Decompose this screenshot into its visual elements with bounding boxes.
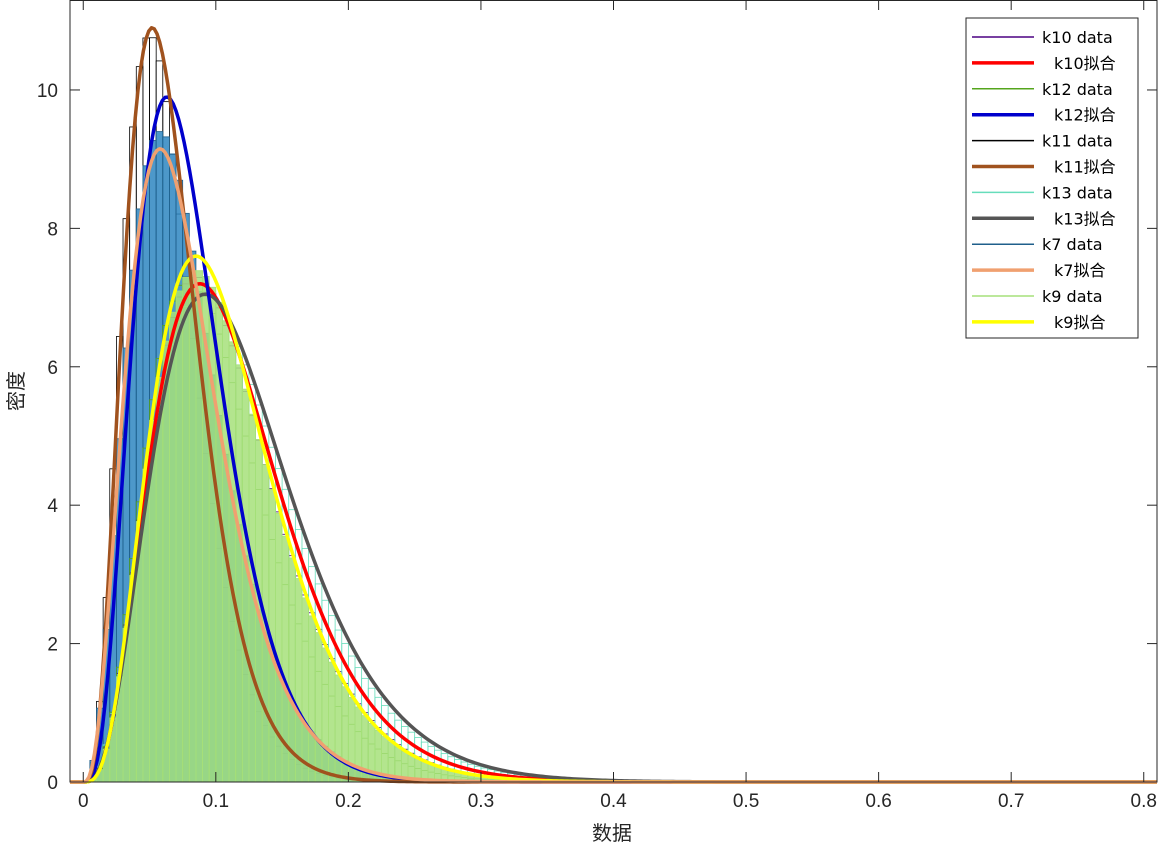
x-tick-label: 0.5 <box>733 791 759 812</box>
hist-bar <box>175 290 184 783</box>
hist-bar <box>341 686 349 783</box>
legend-box <box>965 17 1139 339</box>
y-tick-label: 6 <box>47 358 58 379</box>
legend-label: k10拟合 <box>1054 54 1116 73</box>
y-tick-label: 10 <box>37 81 58 102</box>
hist-bar <box>228 341 237 783</box>
legend-label: k7拟合 <box>1054 261 1105 280</box>
legend-entry: k13拟合 <box>972 209 1116 228</box>
axes: 0 0.1 0.2 0.3 0.4 0.5 0.6 0.7 0.8 0 2 4 6 8 10 <box>37 0 1157 812</box>
legend-entry: k12 data <box>972 80 1113 99</box>
y-tick-label: 0 <box>47 773 58 794</box>
hist-bar <box>308 615 316 783</box>
hist-bar <box>275 512 283 783</box>
legend-entry: k10拟合 <box>972 54 1116 73</box>
hist-bar <box>334 674 343 783</box>
legend-label: k9 data <box>1042 287 1103 306</box>
hist-bar <box>188 270 197 783</box>
legend-label: k9拟合 <box>1054 313 1105 332</box>
legend-entry: k9 data <box>972 287 1103 306</box>
x-tick-label: 0.3 <box>468 791 494 812</box>
legend: k10 data k10拟合 k12 data k12拟合 k11 data k11拟合 k… <box>965 17 1139 339</box>
hist-bar <box>294 578 303 783</box>
legend-label: k13拟合 <box>1054 209 1116 228</box>
legend-label: k12拟合 <box>1054 106 1116 125</box>
legend-entry: k10 data <box>972 28 1113 47</box>
hist-bar <box>347 696 356 783</box>
x-axis-title: 数据 <box>592 821 632 845</box>
legend-entry: k13 data <box>972 183 1113 202</box>
legend-label: k11拟合 <box>1054 158 1116 177</box>
legend-entry: k9拟合 <box>972 313 1105 332</box>
hist-bar <box>235 364 243 783</box>
legend-label: k13 data <box>1042 183 1113 202</box>
x-tick-label: 0.8 <box>1131 791 1157 812</box>
x-tick-label: 0.6 <box>865 791 891 812</box>
y-tick-label: 2 <box>47 635 58 656</box>
hist-bar <box>162 340 170 783</box>
x-tick-label: 0.4 <box>600 791 627 812</box>
legend-entry: k11拟合 <box>972 158 1116 177</box>
hist-bar <box>328 661 336 783</box>
hist-bar <box>314 632 323 783</box>
x-tick-label: 0 <box>78 791 89 812</box>
legend-entry: k7拟合 <box>972 261 1105 280</box>
legend-label: k7 data <box>1042 235 1103 254</box>
x-tick-label: 0.1 <box>203 791 229 812</box>
legend-label: k12 data <box>1042 80 1113 99</box>
hist-bar <box>241 388 250 783</box>
hist-bar <box>182 276 190 783</box>
legend-entry: k7 data <box>972 235 1103 254</box>
legend-entry: k12拟合 <box>972 106 1116 125</box>
legend-label: k10 data <box>1042 28 1113 47</box>
hist-bar <box>169 311 177 783</box>
x-tick-label: 0.2 <box>335 791 361 812</box>
legend-entry: k11 data <box>972 132 1113 151</box>
hist-bar <box>321 647 329 783</box>
y-axis-title: 密度 <box>4 371 28 411</box>
y-tick-label: 8 <box>47 219 58 240</box>
hist-bar <box>301 597 310 783</box>
x-tick-label: 0.7 <box>998 791 1024 812</box>
legend-label: k11 data <box>1042 132 1113 151</box>
y-tick-label: 4 <box>47 496 58 517</box>
